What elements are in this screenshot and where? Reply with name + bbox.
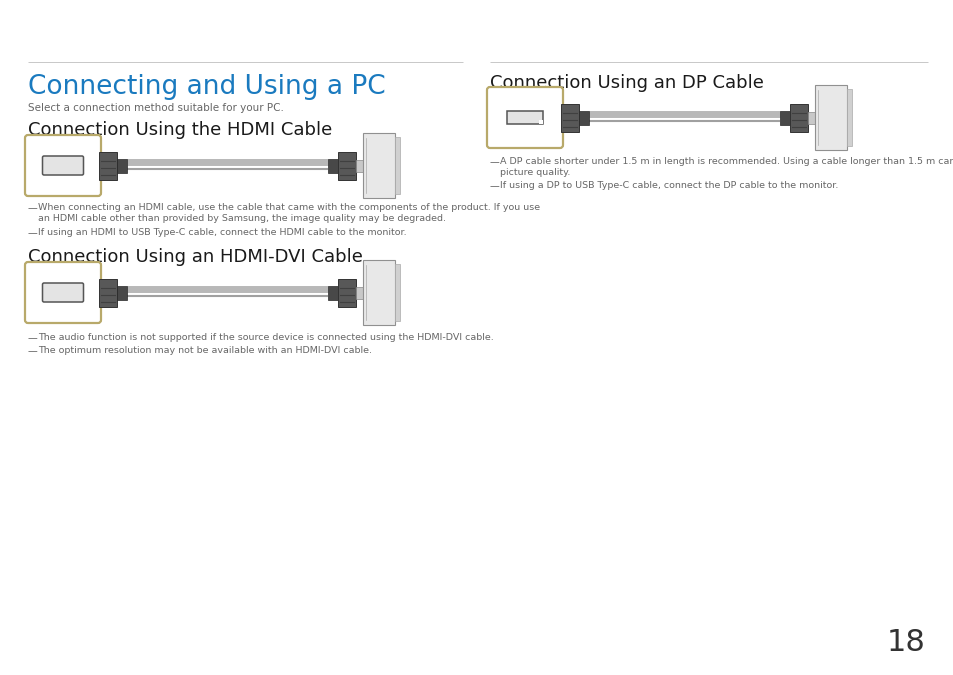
Text: DP IN: DP IN xyxy=(490,98,517,108)
Bar xyxy=(117,286,127,300)
Text: Connection Using the HDMI Cable: Connection Using the HDMI Cable xyxy=(28,121,332,139)
Text: —: — xyxy=(490,157,499,167)
Text: Select a connection method suitable for your PC.: Select a connection method suitable for … xyxy=(28,103,284,113)
Text: If using an HDMI to USB Type-C cable, connect the HDMI cable to the monitor.: If using an HDMI to USB Type-C cable, co… xyxy=(38,228,406,237)
Bar xyxy=(807,111,814,124)
Bar xyxy=(506,111,542,124)
FancyBboxPatch shape xyxy=(43,156,84,175)
Bar xyxy=(99,279,117,306)
Text: When connecting an HDMI cable, use the cable that came with the components of th: When connecting an HDMI cable, use the c… xyxy=(38,203,539,212)
Bar xyxy=(560,103,578,132)
Text: HDMI IN: HDMI IN xyxy=(28,145,70,155)
Bar xyxy=(99,151,117,180)
Text: —: — xyxy=(28,203,38,213)
Bar xyxy=(538,120,542,124)
Text: —: — xyxy=(28,228,38,238)
Bar xyxy=(846,89,851,146)
FancyBboxPatch shape xyxy=(486,87,562,148)
FancyBboxPatch shape xyxy=(25,262,101,323)
Bar xyxy=(355,159,363,171)
Bar xyxy=(780,111,789,124)
Text: Connection Using an DP Cable: Connection Using an DP Cable xyxy=(490,74,763,92)
Bar xyxy=(363,260,395,325)
Text: If using a DP to USB Type-C cable, connect the DP cable to the monitor.: If using a DP to USB Type-C cable, conne… xyxy=(499,181,838,190)
Text: A DP cable shorter under 1.5 m in length is recommended. Using a cable longer th: A DP cable shorter under 1.5 m in length… xyxy=(499,157,953,166)
Text: —: — xyxy=(28,346,38,356)
Text: an HDMI cable other than provided by Samsung, the image quality may be degraded.: an HDMI cable other than provided by Sam… xyxy=(38,214,446,223)
Bar xyxy=(789,103,807,132)
Text: —: — xyxy=(28,333,38,343)
Bar xyxy=(395,137,399,194)
Text: Connection Using an HDMI-DVI Cable: Connection Using an HDMI-DVI Cable xyxy=(28,248,362,266)
Text: 18: 18 xyxy=(886,628,925,657)
Text: The optimum resolution may not be available with an HDMI-DVI cable.: The optimum resolution may not be availa… xyxy=(38,346,372,355)
Text: picture quality.: picture quality. xyxy=(499,168,570,177)
Text: The audio function is not supported if the source device is connected using the : The audio function is not supported if t… xyxy=(38,333,494,342)
Bar xyxy=(117,159,127,173)
Text: —: — xyxy=(490,181,499,191)
Bar xyxy=(363,133,395,198)
Bar xyxy=(328,286,337,300)
Text: HDMI IN: HDMI IN xyxy=(28,271,70,281)
Bar xyxy=(814,85,846,150)
FancyBboxPatch shape xyxy=(25,135,101,196)
Bar xyxy=(578,111,588,124)
Bar xyxy=(328,159,337,173)
Bar xyxy=(337,151,355,180)
Text: Connecting and Using a PC: Connecting and Using a PC xyxy=(28,74,385,100)
Bar xyxy=(337,279,355,306)
Bar xyxy=(355,286,363,298)
FancyBboxPatch shape xyxy=(43,283,84,302)
Bar xyxy=(395,264,399,321)
